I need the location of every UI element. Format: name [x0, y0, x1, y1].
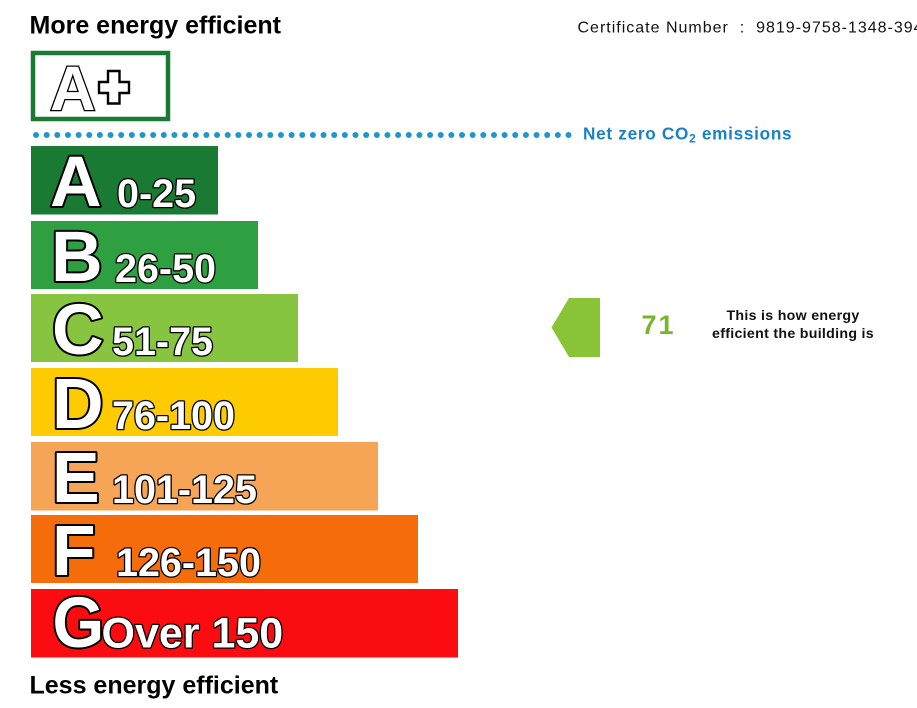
svg-text:Over 150: Over 150	[102, 610, 284, 658]
svg-text:efficient the building is: efficient the building is	[712, 326, 874, 342]
svg-text:C: C	[52, 290, 104, 370]
svg-text:126-150: 126-150	[116, 541, 261, 585]
svg-text:76-100: 76-100	[112, 394, 235, 438]
svg-text:0-25: 0-25	[117, 172, 196, 216]
svg-text:A: A	[50, 142, 102, 222]
svg-text:F: F	[52, 511, 96, 591]
svg-text:A: A	[50, 54, 96, 124]
svg-text:51-75: 51-75	[112, 320, 213, 364]
svg-text:This is how energy: This is how energy	[726, 308, 859, 324]
svg-text:D: D	[52, 364, 104, 444]
svg-text:71: 71	[642, 310, 676, 340]
svg-text:101-125: 101-125	[112, 468, 257, 512]
svg-text:More energy efficient: More energy efficient	[30, 12, 282, 40]
svg-text:Certificate Number : 9819-97: Certificate Number : 9819-9758-1348-3944	[578, 20, 917, 37]
svg-text:G: G	[53, 582, 105, 663]
svg-text:B: B	[51, 217, 103, 297]
svg-text:Less energy efficient: Less energy efficient	[30, 672, 279, 700]
svg-text:E: E	[52, 438, 100, 518]
svg-text:26-50: 26-50	[115, 247, 216, 291]
svg-text:Net zero CO2 emissions: Net zero CO2 emissions	[583, 124, 792, 146]
